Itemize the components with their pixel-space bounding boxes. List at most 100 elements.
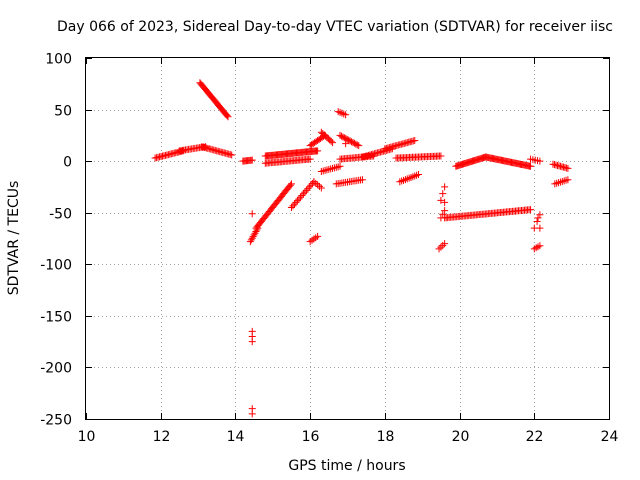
data-point <box>441 207 449 215</box>
data-point <box>314 181 322 189</box>
y-tick-label: -150 <box>40 310 72 326</box>
data-point <box>439 190 447 198</box>
data-point <box>558 177 566 185</box>
data-point <box>327 137 335 145</box>
y-tick-label: -250 <box>40 413 72 429</box>
y-tick-label: -50 <box>49 207 72 223</box>
data-point <box>553 179 561 187</box>
data-point <box>527 162 535 170</box>
axis-ticks: 10 12 14 16 18 20 22 24 -250 -200 -150 -100 -50 0 50 10… <box>40 52 618 446</box>
data-point <box>332 163 340 171</box>
data-point <box>560 177 568 185</box>
data-point <box>248 338 256 346</box>
data-point <box>346 137 354 145</box>
data-point <box>414 171 422 179</box>
data-point <box>307 181 315 189</box>
data-point <box>441 240 449 248</box>
data-point <box>293 197 301 205</box>
data-point <box>533 217 541 225</box>
data-point <box>441 198 449 206</box>
data-point <box>315 182 323 190</box>
data-point <box>350 139 358 147</box>
data-point <box>327 165 335 173</box>
data-point <box>342 111 350 119</box>
data-point <box>551 180 559 188</box>
data-point <box>355 142 363 150</box>
y-tick-label: 50 <box>54 104 72 120</box>
data-point <box>248 156 256 164</box>
x-tick-label: 22 <box>526 429 544 445</box>
data-point <box>329 164 337 172</box>
data-point <box>314 147 322 155</box>
data-point <box>289 202 297 210</box>
data-point <box>287 180 295 188</box>
data-point <box>439 241 447 249</box>
data-point <box>296 193 304 201</box>
y-tick-label: -200 <box>40 361 72 377</box>
data-point <box>437 196 445 204</box>
data-point <box>248 210 256 218</box>
data-point <box>527 206 535 214</box>
data-point <box>337 132 345 140</box>
y-tick-label: 0 <box>63 155 72 171</box>
data-point <box>556 178 564 186</box>
data-point <box>339 133 347 141</box>
data-point <box>437 243 445 251</box>
data-point <box>304 185 312 193</box>
x-tick-label: 18 <box>377 429 395 445</box>
data-point <box>323 166 331 174</box>
data-point <box>298 192 306 200</box>
data-point <box>564 164 572 172</box>
data-point <box>312 179 320 187</box>
data-point <box>310 178 318 186</box>
data-point <box>348 138 356 146</box>
x-tick-label: 12 <box>153 429 171 445</box>
data-point <box>536 242 544 250</box>
data-point <box>329 139 337 147</box>
data-point <box>349 138 357 146</box>
y-tick-label: -100 <box>40 258 72 274</box>
data-point <box>224 113 232 121</box>
data-series <box>151 79 572 418</box>
x-axis-title: GPS time / hours <box>288 458 405 474</box>
data-point <box>302 186 310 194</box>
data-point <box>564 176 572 184</box>
data-point <box>292 198 300 206</box>
data-point <box>319 167 327 175</box>
data-point <box>411 137 419 145</box>
data-point <box>305 183 313 191</box>
data-point <box>342 140 350 148</box>
data-point <box>536 211 544 219</box>
data-point <box>439 210 447 218</box>
y-tick-label: 100 <box>45 52 72 68</box>
data-point <box>286 181 294 189</box>
data-point <box>534 214 542 222</box>
data-point <box>325 165 333 173</box>
data-point <box>306 155 314 163</box>
data-point <box>536 224 544 232</box>
x-tick-label: 20 <box>452 429 470 445</box>
data-point <box>353 141 361 149</box>
data-point <box>287 204 295 212</box>
data-point <box>441 183 449 191</box>
data-point <box>334 163 342 171</box>
data-point <box>314 232 322 240</box>
data-point <box>248 410 256 418</box>
data-point <box>228 151 236 159</box>
x-tick-label: 16 <box>302 429 320 445</box>
data-point <box>299 190 307 198</box>
data-point <box>321 166 329 174</box>
plot-frame <box>85 57 610 420</box>
data-point <box>358 176 366 184</box>
data-point <box>437 152 445 160</box>
data-point <box>317 167 325 175</box>
chart-title: Day 066 of 2023, Sidereal Day-to-day VTE… <box>57 19 613 35</box>
data-point <box>555 179 563 187</box>
data-point <box>290 200 298 208</box>
data-point <box>336 162 344 170</box>
data-point <box>317 184 325 192</box>
grid <box>86 58 609 419</box>
x-tick-label: 24 <box>601 429 619 445</box>
data-point <box>345 136 353 144</box>
